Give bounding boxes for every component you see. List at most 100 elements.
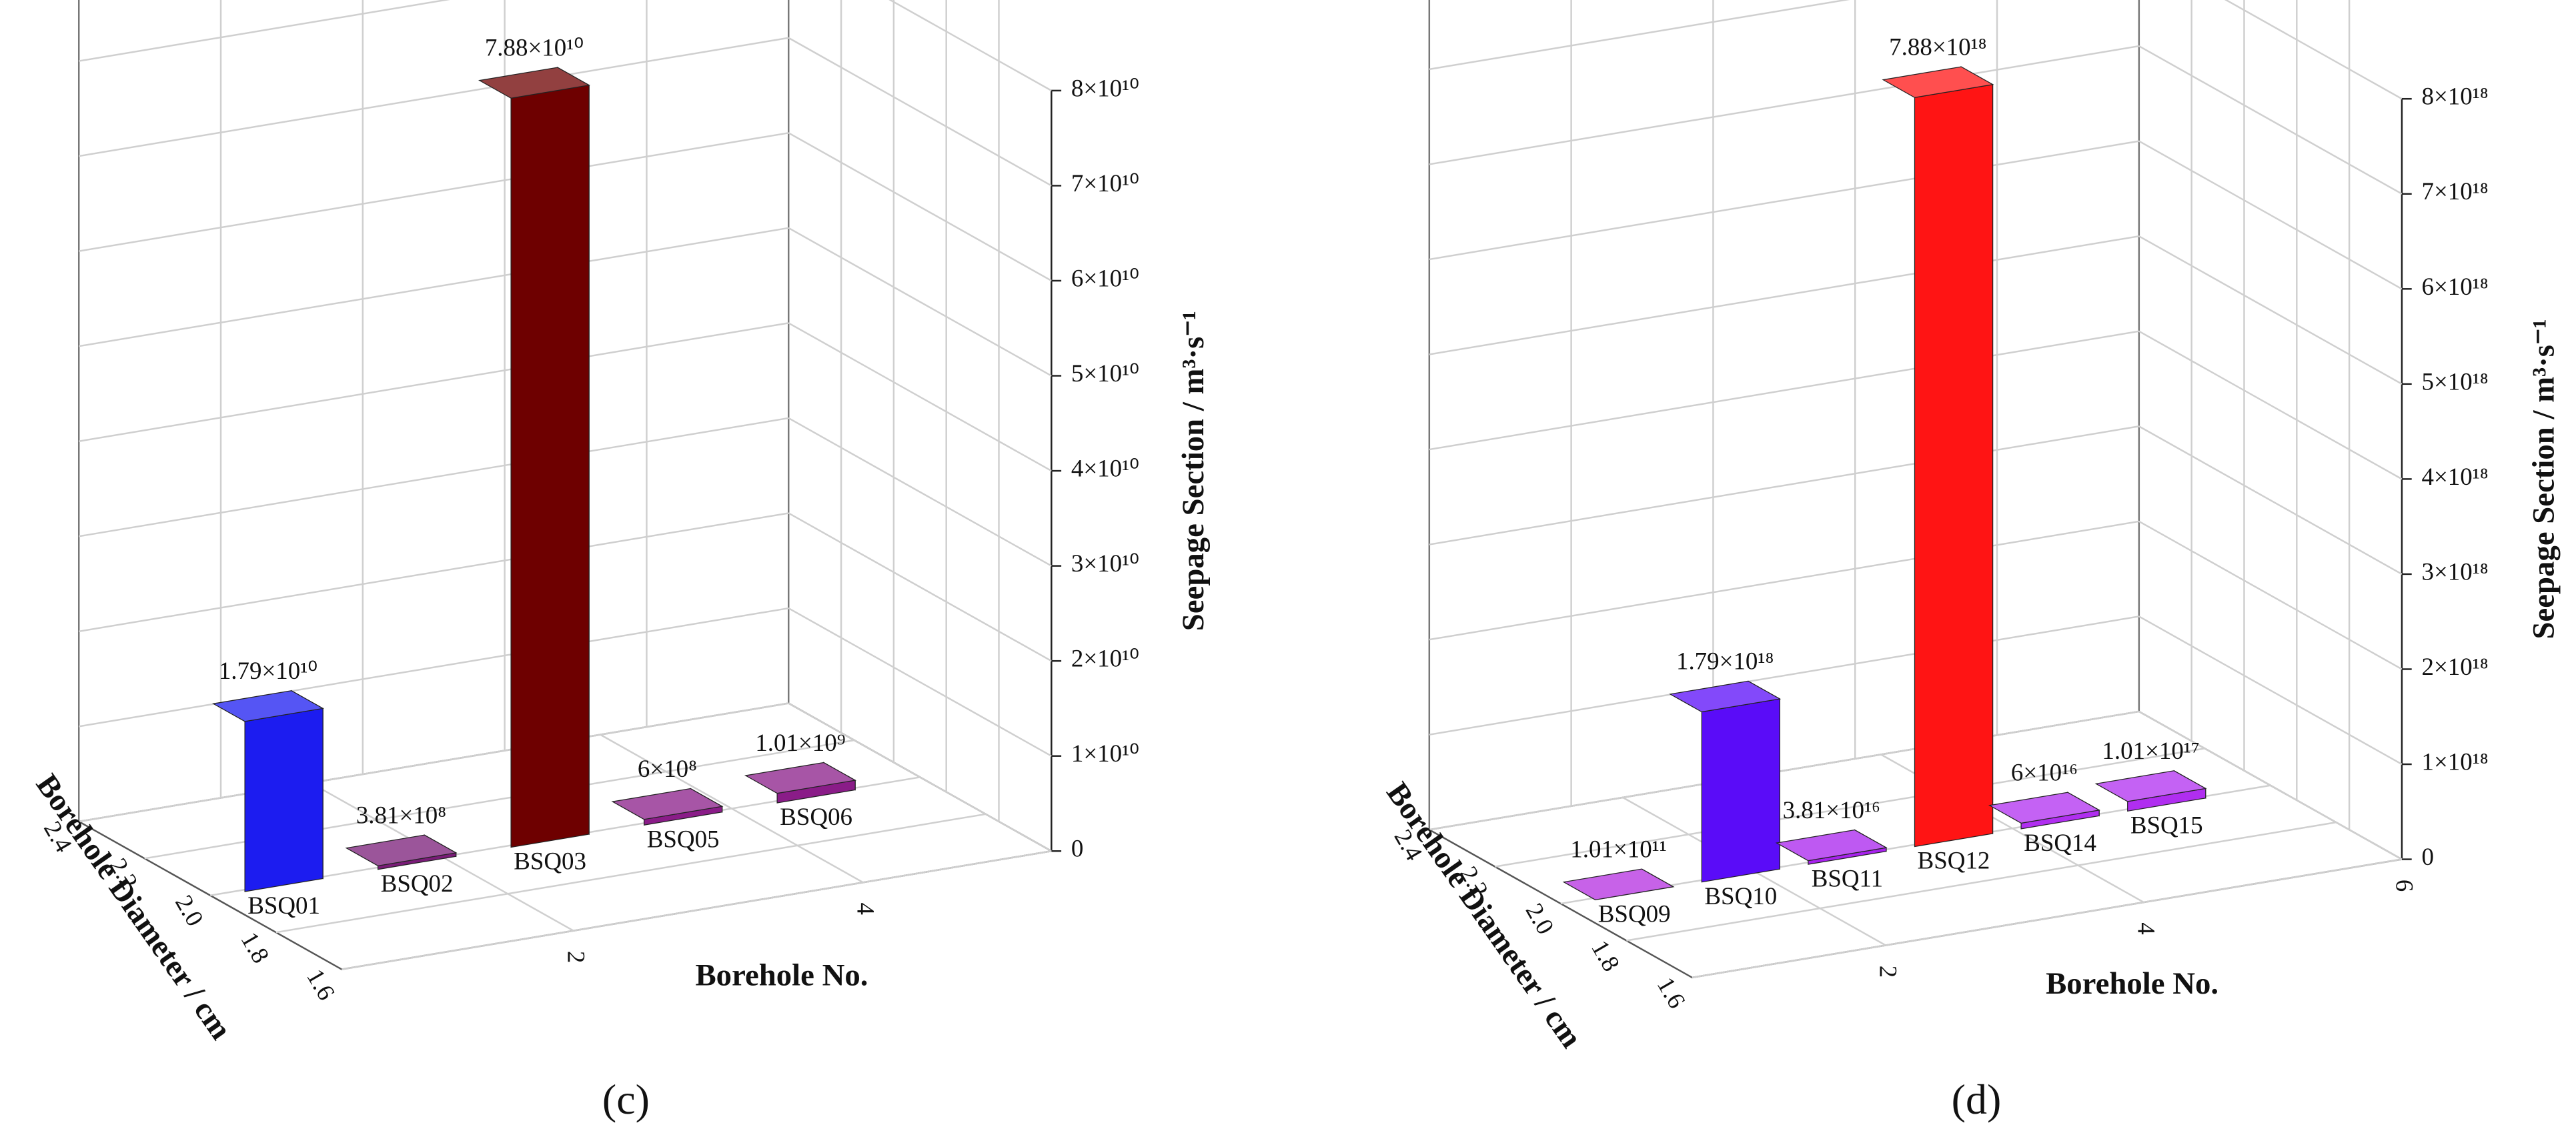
y-tick-label: 3×10¹⁸: [2421, 557, 2488, 585]
y-tick-label: 2×10¹⁸: [2421, 653, 2488, 680]
category-label: BSQ02: [381, 870, 454, 897]
category-label: BSQ01: [247, 892, 320, 919]
y-tick-label: 5×10¹⁰: [1071, 359, 1139, 387]
y-tick-label: 4×10¹⁸: [2421, 463, 2488, 490]
grid-line: [1429, 616, 2140, 736]
grid-line: [2138, 140, 2403, 290]
z-tick-label: 1.8: [1586, 936, 1626, 976]
y-tick-label: 3×10¹⁰: [1071, 549, 1139, 577]
grid-line: [79, 322, 789, 442]
grid-line: [342, 850, 1052, 970]
x-axis-title: Borehole No.: [695, 958, 868, 993]
z-axis-title: Borehole Diameter / cm: [29, 768, 239, 1046]
grid-line: [2138, 45, 2403, 195]
grid-line: [79, 607, 789, 728]
category-label: BSQ05: [647, 825, 720, 852]
grid-line: [788, 702, 1052, 852]
value-label: 1.01×10¹¹: [1570, 835, 1667, 862]
grid-line: [2138, 330, 2403, 480]
grid-line: [1429, 235, 2140, 355]
bar-top: [1669, 680, 1782, 713]
y-tick-label: 8×10¹⁰: [1071, 74, 1139, 101]
bar-front: [1914, 83, 1994, 848]
grid-line: [79, 512, 789, 633]
category-label: BSQ14: [2024, 829, 2096, 856]
z-tick-label: 1.6: [1652, 972, 1692, 1012]
grid-line: [788, 417, 1052, 567]
grid-line: [1429, 710, 2140, 831]
y-tick-label: 7×10¹⁰: [1071, 169, 1139, 197]
y-tick-label: 0: [1071, 835, 1083, 862]
value-label: 1.79×10¹⁰: [219, 657, 317, 684]
grid-line: [1429, 140, 2140, 261]
grid-line: [2138, 616, 2403, 766]
bar-top: [1882, 66, 1994, 98]
grid-line: [1429, 45, 2140, 165]
grid-line: [79, 132, 789, 252]
category-label: BSQ10: [1704, 882, 1777, 910]
grid-line: [788, 132, 1052, 282]
grid-line: [79, 702, 789, 823]
grid-line: [275, 813, 987, 934]
grid-line: [1626, 821, 2337, 942]
grid-line: [2138, 425, 2403, 575]
x-tick-label: 2: [1875, 966, 1902, 978]
grid-line: [788, 607, 1052, 757]
bar-top: [345, 834, 458, 866]
bar-top: [1562, 868, 1675, 900]
grid-line: [788, 512, 1052, 662]
y-tick-label: 7×10¹⁸: [2421, 177, 2488, 205]
x-tick-label: 4: [852, 902, 880, 914]
grid-line: [788, 227, 1052, 377]
x-tick-label: 6: [2391, 880, 2418, 892]
value-label: 1.79×10¹⁸: [1676, 648, 1774, 675]
y-tick-label: 6×10¹⁰: [1071, 264, 1139, 291]
y-tick-label: 4×10¹⁰: [1071, 455, 1139, 482]
grid-line: [1429, 0, 1850, 71]
bar-top: [744, 762, 856, 794]
grid-line: [79, 0, 450, 62]
grid-line: [1429, 330, 2140, 451]
grid-line: [2224, 0, 2403, 100]
grid-line: [888, 0, 1052, 91]
z-tick-label: 1.8: [235, 928, 275, 968]
bar-top: [478, 67, 590, 99]
value-label: 1.01×10⁹: [755, 729, 845, 756]
bar-top: [611, 788, 724, 820]
y-tick-label: 1×10¹⁰: [1071, 740, 1139, 767]
bar-front: [1701, 698, 1780, 883]
bar-top: [211, 690, 324, 722]
z-tick-label: 2.0: [1521, 898, 1560, 938]
value-label: 7.88×10¹⁰: [485, 33, 584, 61]
panel-label: (c): [602, 1076, 650, 1123]
category-label: BSQ12: [1918, 847, 1990, 874]
x-axis-title: Borehole No.: [2046, 966, 2218, 1001]
grid-line: [79, 37, 789, 157]
grid-line: [788, 322, 1052, 472]
y-tick-label: 5×10¹⁸: [2421, 367, 2488, 395]
grid-line: [2138, 710, 2403, 860]
grid-line: [1495, 748, 2205, 868]
grid-line: [1429, 425, 2140, 545]
grid-line: [2138, 235, 2403, 385]
category-label: BSQ11: [1812, 864, 1883, 892]
bar-front: [244, 708, 324, 892]
value-label: 3.81×10⁸: [356, 801, 446, 828]
y-tick-label: 1×10¹⁸: [2421, 748, 2488, 776]
panel-label: (d): [1952, 1076, 2002, 1123]
category-label: BSQ15: [2130, 812, 2203, 839]
x-tick-label: 2: [562, 951, 590, 963]
y-tick-label: 8×10¹⁸: [2421, 83, 2488, 110]
bar-top: [2094, 770, 2207, 802]
bar-top: [1775, 829, 1888, 862]
grid-line: [79, 417, 789, 537]
y-tick-label: 6×10¹⁸: [2421, 273, 2488, 300]
value-label: 3.81×10¹⁶: [1783, 796, 1880, 824]
grid-line: [788, 37, 1052, 187]
value-label: 1.01×10¹⁷: [2102, 737, 2199, 764]
value-label: 7.88×10¹⁸: [1889, 33, 1986, 60]
category-label: BSQ03: [514, 848, 586, 875]
bar-top: [1988, 792, 2100, 824]
